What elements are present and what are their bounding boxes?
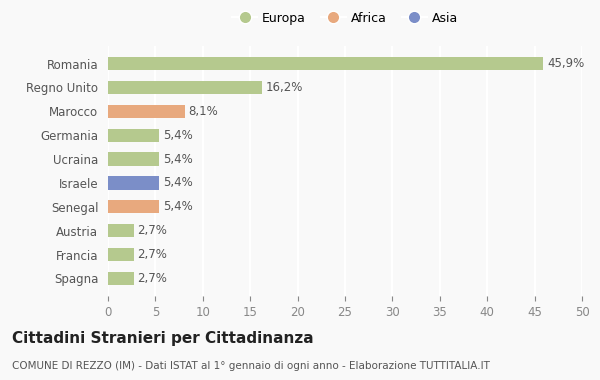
Bar [108, 128, 159, 142]
Bar [108, 81, 262, 94]
Bar [108, 57, 543, 70]
Bar [108, 224, 134, 237]
Text: 5,4%: 5,4% [163, 152, 193, 166]
Bar [108, 152, 159, 166]
Text: 2,7%: 2,7% [137, 272, 167, 285]
Text: 2,7%: 2,7% [137, 248, 167, 261]
Text: 5,4%: 5,4% [163, 176, 193, 190]
Text: 5,4%: 5,4% [163, 200, 193, 213]
Text: 16,2%: 16,2% [265, 81, 303, 94]
Bar [108, 248, 134, 261]
Text: 2,7%: 2,7% [137, 224, 167, 237]
Bar [108, 272, 134, 285]
Text: Cittadini Stranieri per Cittadinanza: Cittadini Stranieri per Cittadinanza [12, 331, 314, 345]
Text: 45,9%: 45,9% [547, 57, 584, 70]
Bar [108, 200, 159, 214]
Text: 5,4%: 5,4% [163, 129, 193, 142]
Legend: Europa, Africa, Asia: Europa, Africa, Asia [227, 7, 463, 30]
Text: 8,1%: 8,1% [188, 105, 218, 118]
Bar [108, 105, 185, 118]
Bar [108, 176, 159, 190]
Text: COMUNE DI REZZO (IM) - Dati ISTAT al 1° gennaio di ogni anno - Elaborazione TUTT: COMUNE DI REZZO (IM) - Dati ISTAT al 1° … [12, 361, 490, 371]
